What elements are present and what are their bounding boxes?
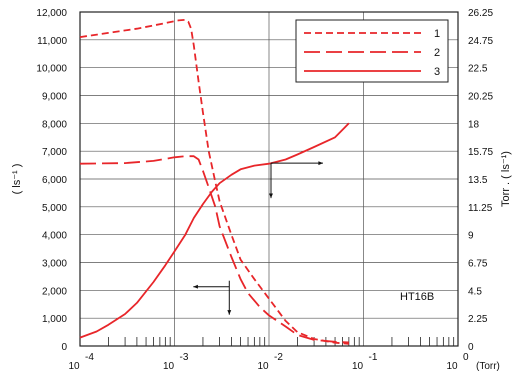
arrow-left-head (193, 284, 198, 289)
y-right-tick-label: 24.75 (468, 36, 493, 47)
y-left-tick-labels: 0 1,000 2,000 3,000 4,000 5,000 6,000 7,000 8,00… (36, 8, 67, 353)
y-right-tick-label: 9 (468, 231, 474, 242)
legend: 1 2 3 (295, 19, 449, 83)
y-left-tick-label: 4,000 (42, 231, 67, 242)
y-left-tick-label: 11,000 (37, 36, 67, 47)
x-tick-exponent: -3 (180, 352, 189, 363)
x-tick-label: 10 (257, 361, 269, 372)
x-tick-label: 10 (446, 361, 458, 372)
arrow-right-head (318, 161, 324, 166)
legend-label-3: 3 (434, 66, 440, 78)
y-right-tick-label: 15.75 (468, 147, 493, 158)
y-right-tick-label: 6.75 (468, 259, 488, 270)
x-tick-exponent: 0 (463, 352, 469, 363)
x-tick-exponent: -4 (85, 352, 94, 363)
series-line-3 (79, 122, 350, 339)
y-left-tick-label: 5,000 (42, 203, 67, 214)
x-axis-unit: (Torr) (476, 361, 500, 372)
series-group (79, 18, 350, 345)
minor-ticks (108, 337, 455, 346)
y-right-tick-label: 2.25 (468, 314, 488, 325)
y-right-tick-label: 26.25 (468, 8, 493, 19)
y-right-tick-label: 13.5 (468, 175, 488, 186)
chart-annotation: HT16B (400, 291, 434, 303)
x-tick-label: 10 (163, 361, 175, 372)
y-left-tick-label: 12,000 (36, 8, 67, 19)
y-right-tick-label: 4.5 (468, 286, 482, 297)
axis-arrows (193, 161, 324, 315)
x-tick-exponent: -1 (369, 352, 378, 363)
y-left-tick-label: 8,000 (42, 119, 67, 130)
y-right-tick-label: 11.25 (468, 203, 493, 214)
y-axis-left-label: ( ls⁻¹ ) (11, 164, 23, 195)
y-right-tick-labels: 0 2.25 4.5 6.75 9 11.25 13.5 15.75 18 20.25 22.5 24… (468, 8, 493, 353)
y-left-tick-label: 7,000 (42, 147, 67, 158)
y-axis-right-label: Torr . ( ls⁻¹) (500, 151, 512, 207)
y-left-tick-label: 9,000 (42, 92, 67, 103)
y-right-tick-label: 0 (468, 342, 474, 353)
y-right-tick-label: 20.25 (468, 92, 493, 103)
legend-label-1: 1 (434, 28, 440, 40)
y-left-tick-label: 10,000 (36, 64, 67, 75)
y-left-tick-label: 6,000 (42, 175, 67, 186)
y-right-tick-label: 22.5 (468, 64, 488, 75)
x-tick-label: 10 (68, 361, 80, 372)
arrow-down-left-curve-head (227, 310, 232, 315)
series-line-2 (79, 155, 349, 344)
grid (80, 12, 458, 346)
x-tick-exponent: -2 (274, 352, 283, 363)
legend-box (295, 19, 449, 83)
y-right-tick-label: 18 (468, 119, 480, 130)
plot-frame (79, 11, 459, 347)
arrow-down-right-curve-head (269, 193, 273, 199)
legend-label-2: 2 (434, 47, 440, 59)
y-left-tick-label: 0 (61, 342, 67, 353)
y-left-tick-label: 2,000 (42, 286, 67, 297)
y-left-tick-label: 3,000 (42, 259, 67, 270)
x-tick-label: 10 (352, 361, 364, 372)
x-tick-labels: 10 -4 10 -3 10 -2 10 -1 10 0 (68, 352, 469, 372)
y-left-tick-label: 1,000 (42, 314, 67, 325)
